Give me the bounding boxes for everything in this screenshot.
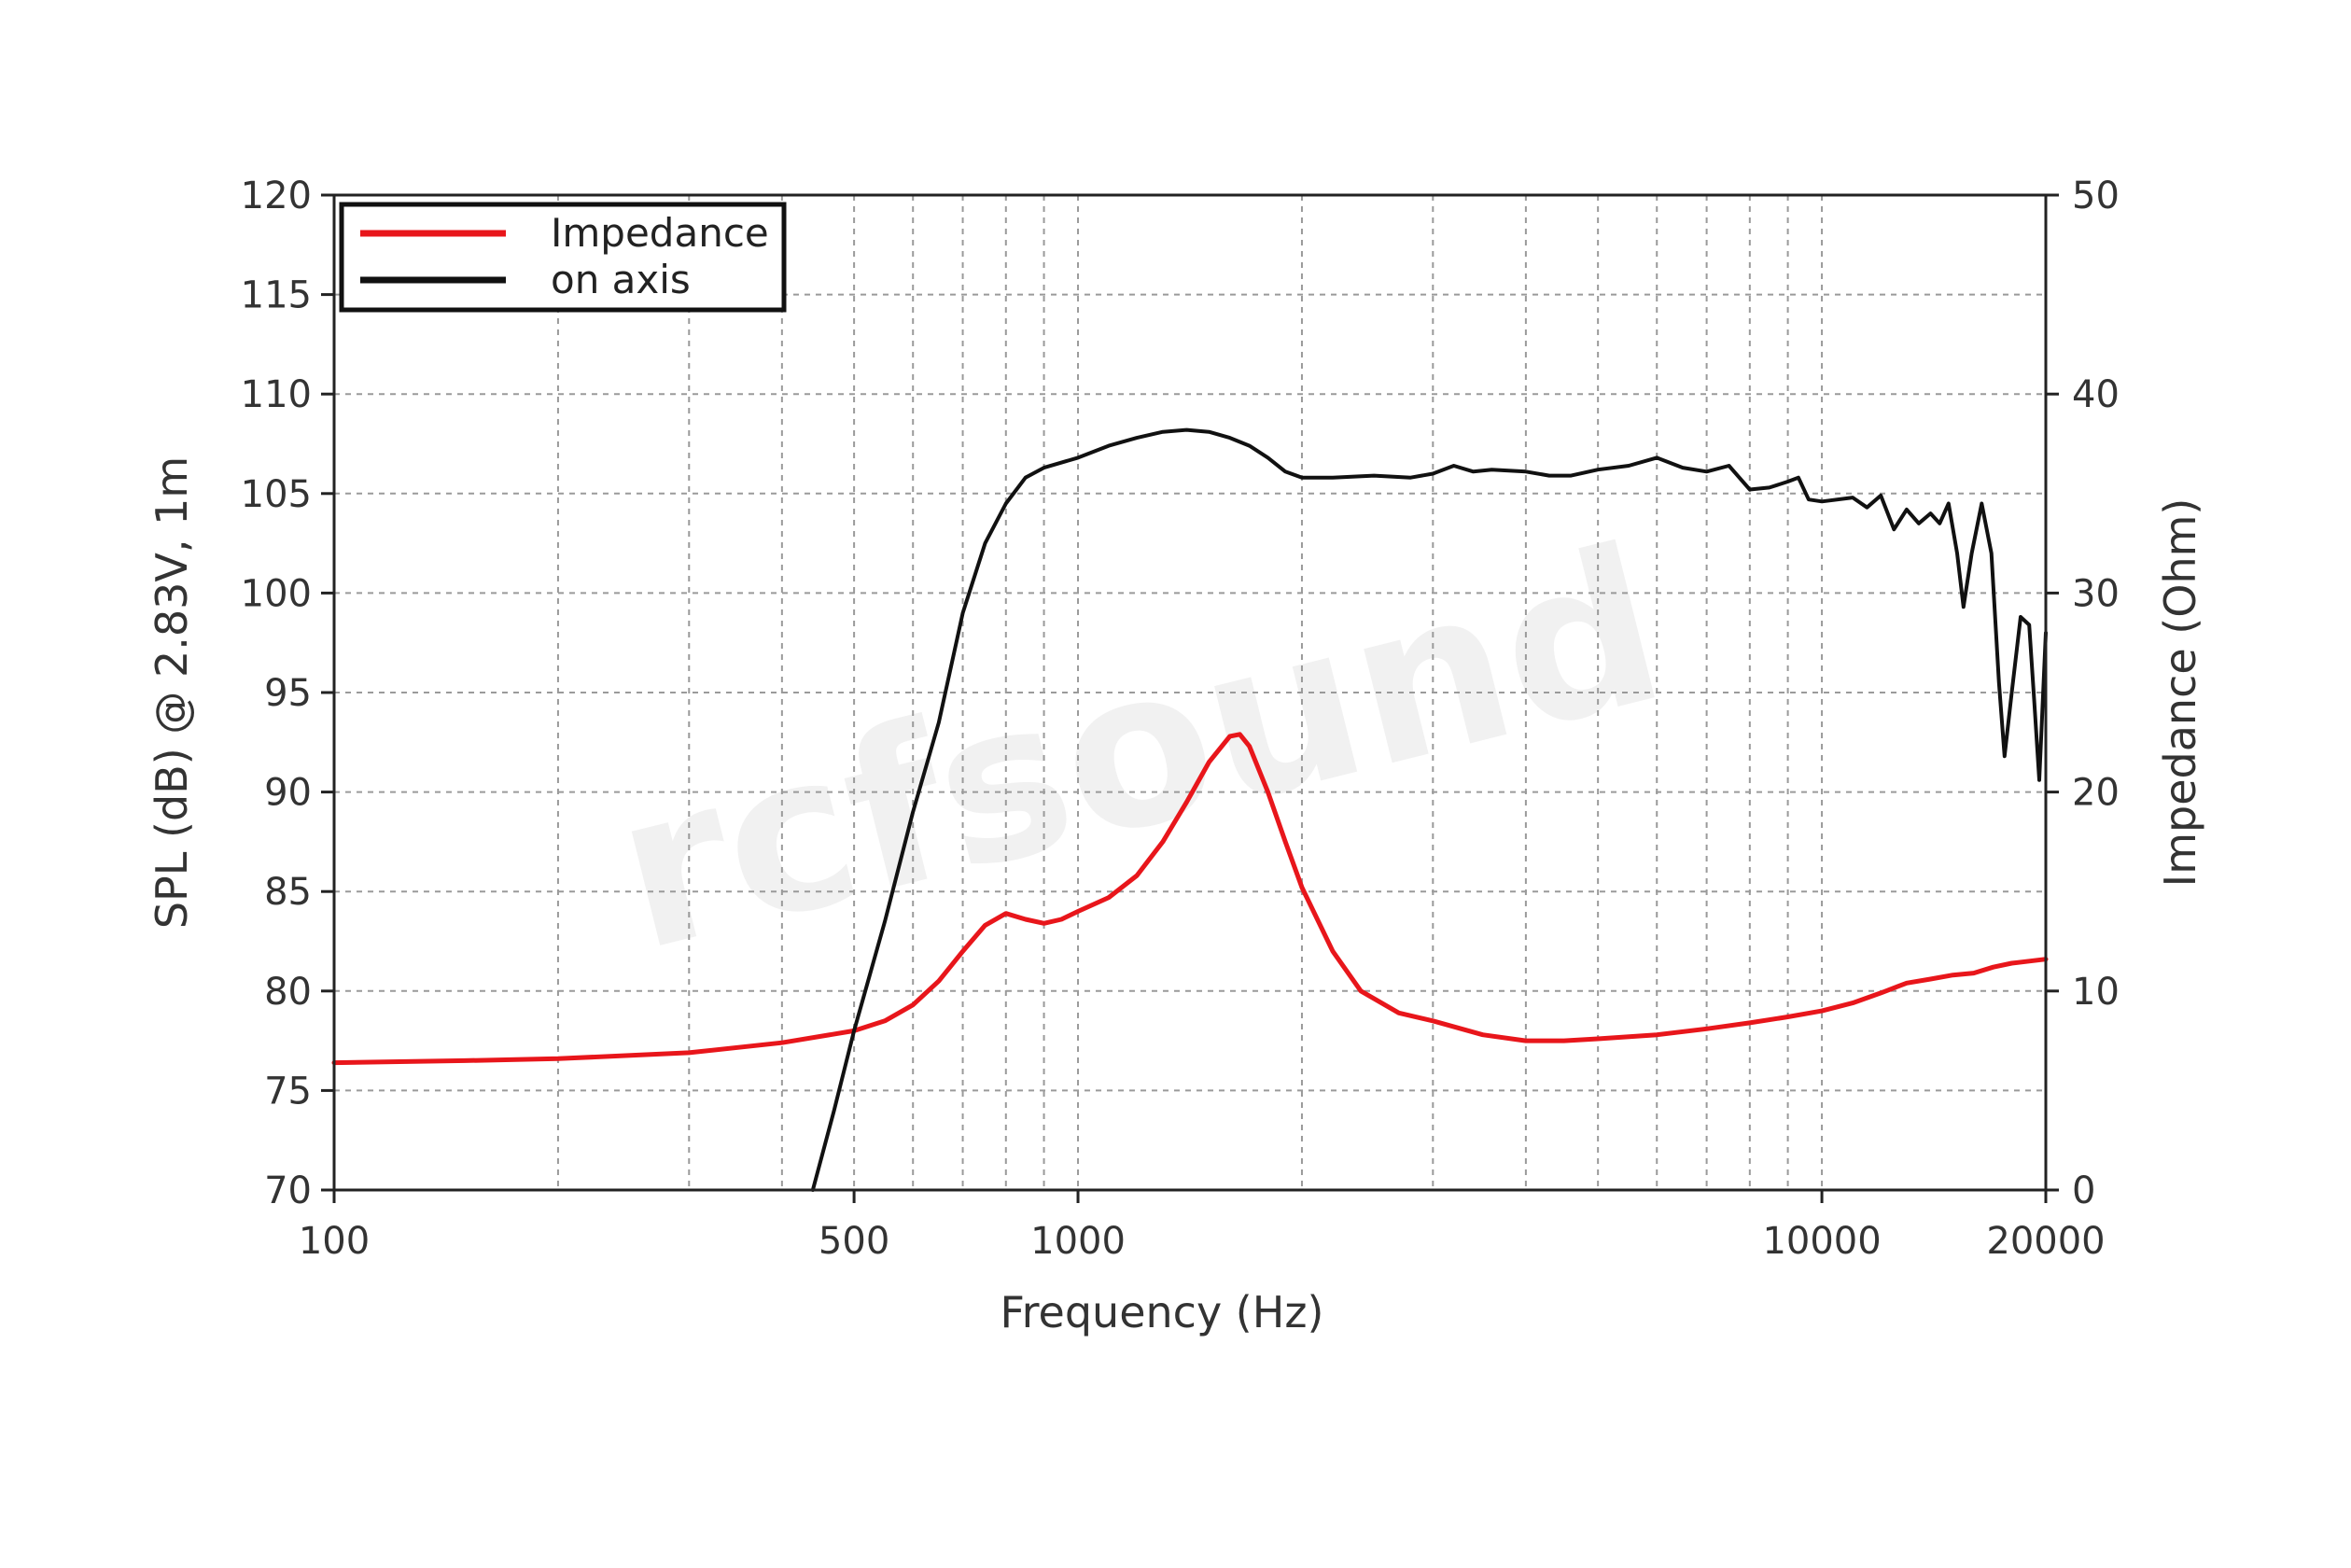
legend-label-2: on axis [551, 257, 691, 302]
left-tick-label: 95 [264, 672, 312, 715]
x-tick-label: 10000 [1762, 1220, 1881, 1263]
left-axis-ticks: 70 75 80 85 90 95 100 105 110 115 120 [241, 175, 334, 1212]
right-axis-ticks: 0 10 20 30 40 50 [2046, 175, 2120, 1212]
left-tick-label: 115 [241, 274, 312, 317]
right-axis-title: Impedance (Ohm) [2155, 498, 2205, 888]
right-tick-label: 30 [2072, 572, 2120, 615]
right-tick-label: 0 [2072, 1169, 2095, 1212]
left-tick-label: 85 [264, 871, 312, 914]
left-tick-label: 75 [264, 1070, 312, 1113]
x-tick-label: 20000 [1986, 1220, 2105, 1263]
right-tick-label: 10 [2072, 971, 2120, 1014]
series-line-1 [331, 732, 2049, 1066]
legend-box [339, 202, 787, 313]
series-line-2 [810, 427, 2048, 1192]
left-tick-label: 105 [241, 473, 312, 516]
left-tick-label: 90 [264, 772, 312, 815]
left-tick-label: 120 [241, 175, 312, 217]
right-tick-label: 50 [2072, 175, 2120, 217]
right-tick-label: 40 [2072, 373, 2120, 416]
x-tick-label: 100 [299, 1220, 370, 1263]
x-axis-title: Frequency (Hz) [1001, 1287, 1324, 1337]
left-axis-title: SPL (dB) @ 2.83V, 1m [147, 456, 197, 929]
right-tick-label: 20 [2072, 772, 2120, 815]
series-lines [331, 427, 2049, 1192]
left-tick-label: 100 [241, 572, 312, 615]
left-tick-label: 80 [264, 971, 312, 1014]
left-tick-label: 70 [264, 1169, 312, 1212]
legend-label-1: Impedance [551, 210, 769, 256]
grid-lines [334, 195, 2046, 1190]
x-axis-ticks: 100 500 1000 10000 20000 [299, 1190, 2106, 1263]
x-tick-label: 1000 [1030, 1220, 1126, 1263]
x-tick-label: 500 [819, 1220, 889, 1263]
left-tick-label: 110 [241, 373, 312, 416]
